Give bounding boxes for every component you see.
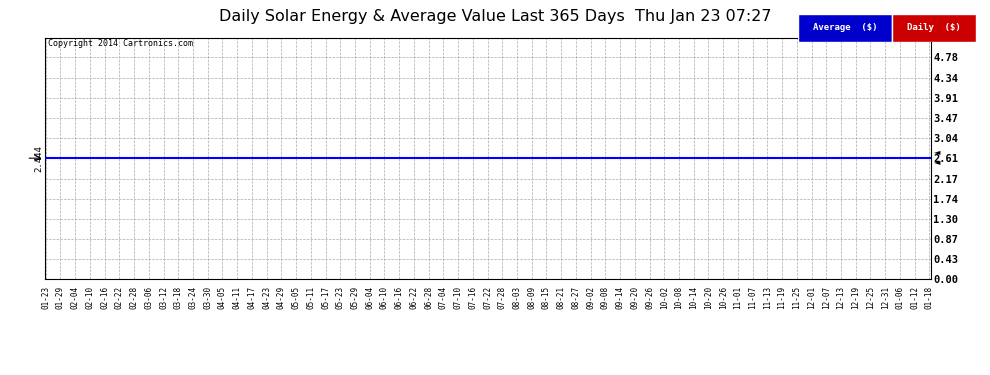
Text: Copyright 2014 Cartronics.com: Copyright 2014 Cartronics.com: [48, 39, 192, 48]
Text: Daily Solar Energy & Average Value Last 365 Days  Thu Jan 23 07:27: Daily Solar Energy & Average Value Last …: [219, 9, 771, 24]
Text: ◄: ◄: [935, 158, 940, 166]
Text: ◄: ◄: [935, 147, 940, 156]
Text: 2.444: 2.444: [35, 145, 44, 172]
FancyBboxPatch shape: [892, 14, 976, 42]
FancyBboxPatch shape: [798, 14, 892, 42]
Text: Average  ($): Average ($): [813, 23, 877, 33]
Text: Daily  ($): Daily ($): [907, 23, 961, 33]
